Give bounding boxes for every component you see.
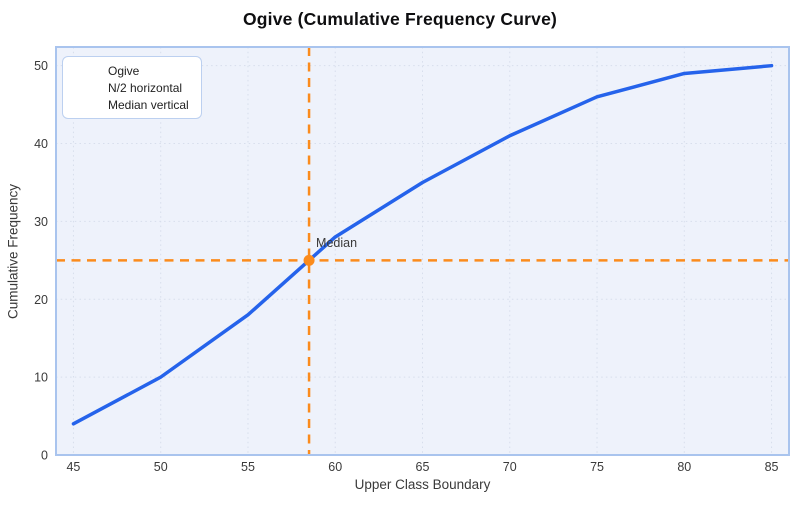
- x-tick-label: 60: [328, 460, 342, 474]
- x-tick-label: 45: [66, 460, 80, 474]
- x-axis-title: Upper Class Boundary: [354, 477, 491, 492]
- x-tick-label: 65: [416, 460, 430, 474]
- x-tick-label: 75: [590, 460, 604, 474]
- legend: Ogive N/2 horizontal Median vertical: [62, 56, 202, 119]
- x-tick-label: 50: [154, 460, 168, 474]
- x-tick-label: 55: [241, 460, 255, 474]
- dashed-line-swatch-icon: [73, 87, 99, 89]
- x-tick-label: 85: [765, 460, 779, 474]
- y-tick-label: 50: [34, 59, 48, 73]
- y-tick-label: 0: [41, 449, 48, 463]
- legend-label: N/2 horizontal: [108, 80, 183, 95]
- plot-border: [55, 46, 790, 456]
- x-tick-label: 80: [677, 460, 691, 474]
- legend-label: Median vertical: [108, 97, 189, 112]
- median-annotation: Median: [316, 236, 358, 251]
- y-tick-label: 10: [34, 371, 48, 385]
- chart-title: Ogive (Cumulative Frequency Curve): [242, 9, 558, 29]
- dashed-line-swatch-icon: [73, 104, 99, 106]
- y-tick-label: 30: [34, 215, 48, 229]
- ogive-line-swatch-icon: [73, 69, 99, 73]
- ogive-curve: [71, 63, 774, 426]
- median-point: [303, 254, 315, 266]
- legend-label: Ogive: [108, 63, 140, 78]
- y-tick-label: 20: [34, 293, 48, 307]
- x-tick-label: 70: [503, 460, 517, 474]
- legend-item-n2-horizontal: N/2 horizontal: [73, 80, 189, 95]
- y-tick-label: 40: [34, 137, 48, 151]
- legend-item-ogive: Ogive: [73, 63, 189, 78]
- y-axis-title: Cumulative Frequency: [5, 183, 21, 320]
- legend-item-median-vertical: Median vertical: [73, 97, 189, 112]
